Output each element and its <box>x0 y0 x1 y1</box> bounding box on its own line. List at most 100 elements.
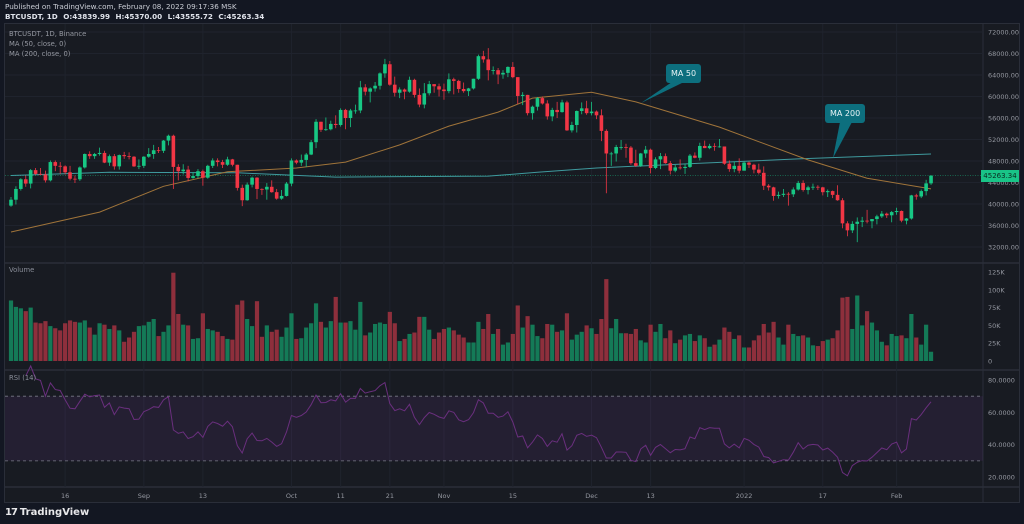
candle <box>501 70 505 79</box>
candle <box>801 180 805 192</box>
candle <box>673 164 677 173</box>
candle <box>107 154 112 166</box>
candle-body <box>338 109 343 125</box>
time-tick-label: 21 <box>386 492 394 500</box>
volume-bar <box>387 311 392 361</box>
candle <box>634 149 638 167</box>
candle-body <box>816 186 820 188</box>
candle-body <box>619 147 623 148</box>
candle-body <box>501 72 505 75</box>
candle-body <box>333 123 338 125</box>
legend-ma50[interactable]: MA (50, close, 0) <box>9 40 67 48</box>
candle <box>584 100 589 115</box>
candle-body <box>422 93 427 105</box>
volume-bar <box>540 338 545 361</box>
volume-bar <box>702 338 707 361</box>
volume-bar <box>358 301 363 361</box>
volume-bar <box>82 320 87 361</box>
volume-bar <box>309 323 314 361</box>
tradingview-logo[interactable]: 17 TradingView <box>5 507 89 518</box>
candle-body <box>776 194 781 196</box>
candle-body <box>727 163 732 170</box>
volume-bar <box>122 341 127 361</box>
volume-bar <box>245 318 250 361</box>
volume-bar <box>860 325 865 361</box>
volume-bar <box>741 347 747 361</box>
volume-bar <box>97 323 102 361</box>
candle <box>343 108 348 130</box>
candle-body <box>604 130 609 154</box>
volume-bar <box>579 331 584 361</box>
volume-bar <box>269 331 274 361</box>
volume-bar <box>210 330 215 361</box>
candle <box>132 156 136 167</box>
candle <box>491 66 495 75</box>
candle <box>348 108 353 128</box>
candle <box>53 160 58 172</box>
candle-body <box>210 160 215 166</box>
candle-body <box>73 178 77 180</box>
volume-bar <box>18 308 23 361</box>
candle <box>643 145 648 158</box>
volume-bar <box>618 333 624 361</box>
rsi-tick-label: 80.0000 <box>988 377 1015 385</box>
candle <box>727 160 732 172</box>
candle-body <box>388 64 392 85</box>
candle-body <box>835 194 840 201</box>
ohlc-low: L:43555.72 <box>167 12 213 21</box>
volume-bar <box>850 328 855 361</box>
volume-bar <box>333 296 338 361</box>
candle <box>250 176 254 188</box>
candle-body <box>575 111 579 125</box>
time-tick-label: 17 <box>819 492 827 500</box>
time-tick-label: 13 <box>199 492 207 500</box>
candle <box>880 210 884 218</box>
volume-bar <box>810 345 816 361</box>
volume-bar <box>338 322 343 361</box>
volume-bar <box>372 323 378 361</box>
candle-body <box>584 108 589 114</box>
candle-body <box>132 156 136 167</box>
candle <box>412 78 417 98</box>
volume-bar <box>658 323 663 361</box>
volume-tick-label: 25K <box>988 340 1001 348</box>
volume-bar <box>535 336 540 361</box>
candle <box>392 76 397 97</box>
candle <box>870 219 874 229</box>
candle-body <box>545 103 550 117</box>
legend-symbol[interactable]: BTCUSDT, 1D, Binance <box>9 30 87 38</box>
candle <box>806 185 810 195</box>
volume-bar <box>171 272 176 361</box>
candle <box>456 79 461 93</box>
rsi-tick-label: 40.0000 <box>988 441 1015 449</box>
candle-body <box>142 156 146 166</box>
volume-bar <box>422 316 427 361</box>
volume-bar <box>825 339 830 361</box>
candle <box>417 88 422 108</box>
candle-body <box>358 87 363 111</box>
candle-body <box>186 169 190 178</box>
candle <box>166 134 171 146</box>
legend-ma200[interactable]: MA (200, close, 0) <box>9 50 71 58</box>
candle-body <box>235 164 240 188</box>
candle-body <box>117 155 122 167</box>
candle <box>368 87 372 103</box>
volume-bar <box>264 325 269 361</box>
rsi-tick-label: 60.0000 <box>988 409 1015 417</box>
price-tick-label: 64000.00 <box>988 72 1019 80</box>
candle <box>850 221 855 234</box>
candle-body <box>688 155 692 167</box>
candle <box>14 186 18 205</box>
candle <box>9 197 13 207</box>
volume-bar <box>820 341 825 361</box>
candle-body <box>535 98 540 107</box>
candle-body <box>589 111 594 114</box>
price-tick-label: 56000.00 <box>988 115 1019 123</box>
volume-bar <box>495 328 501 361</box>
candle-body <box>737 165 741 171</box>
candle <box>102 150 107 164</box>
candle-body <box>693 155 697 158</box>
candle <box>137 159 141 170</box>
candle <box>255 177 259 200</box>
